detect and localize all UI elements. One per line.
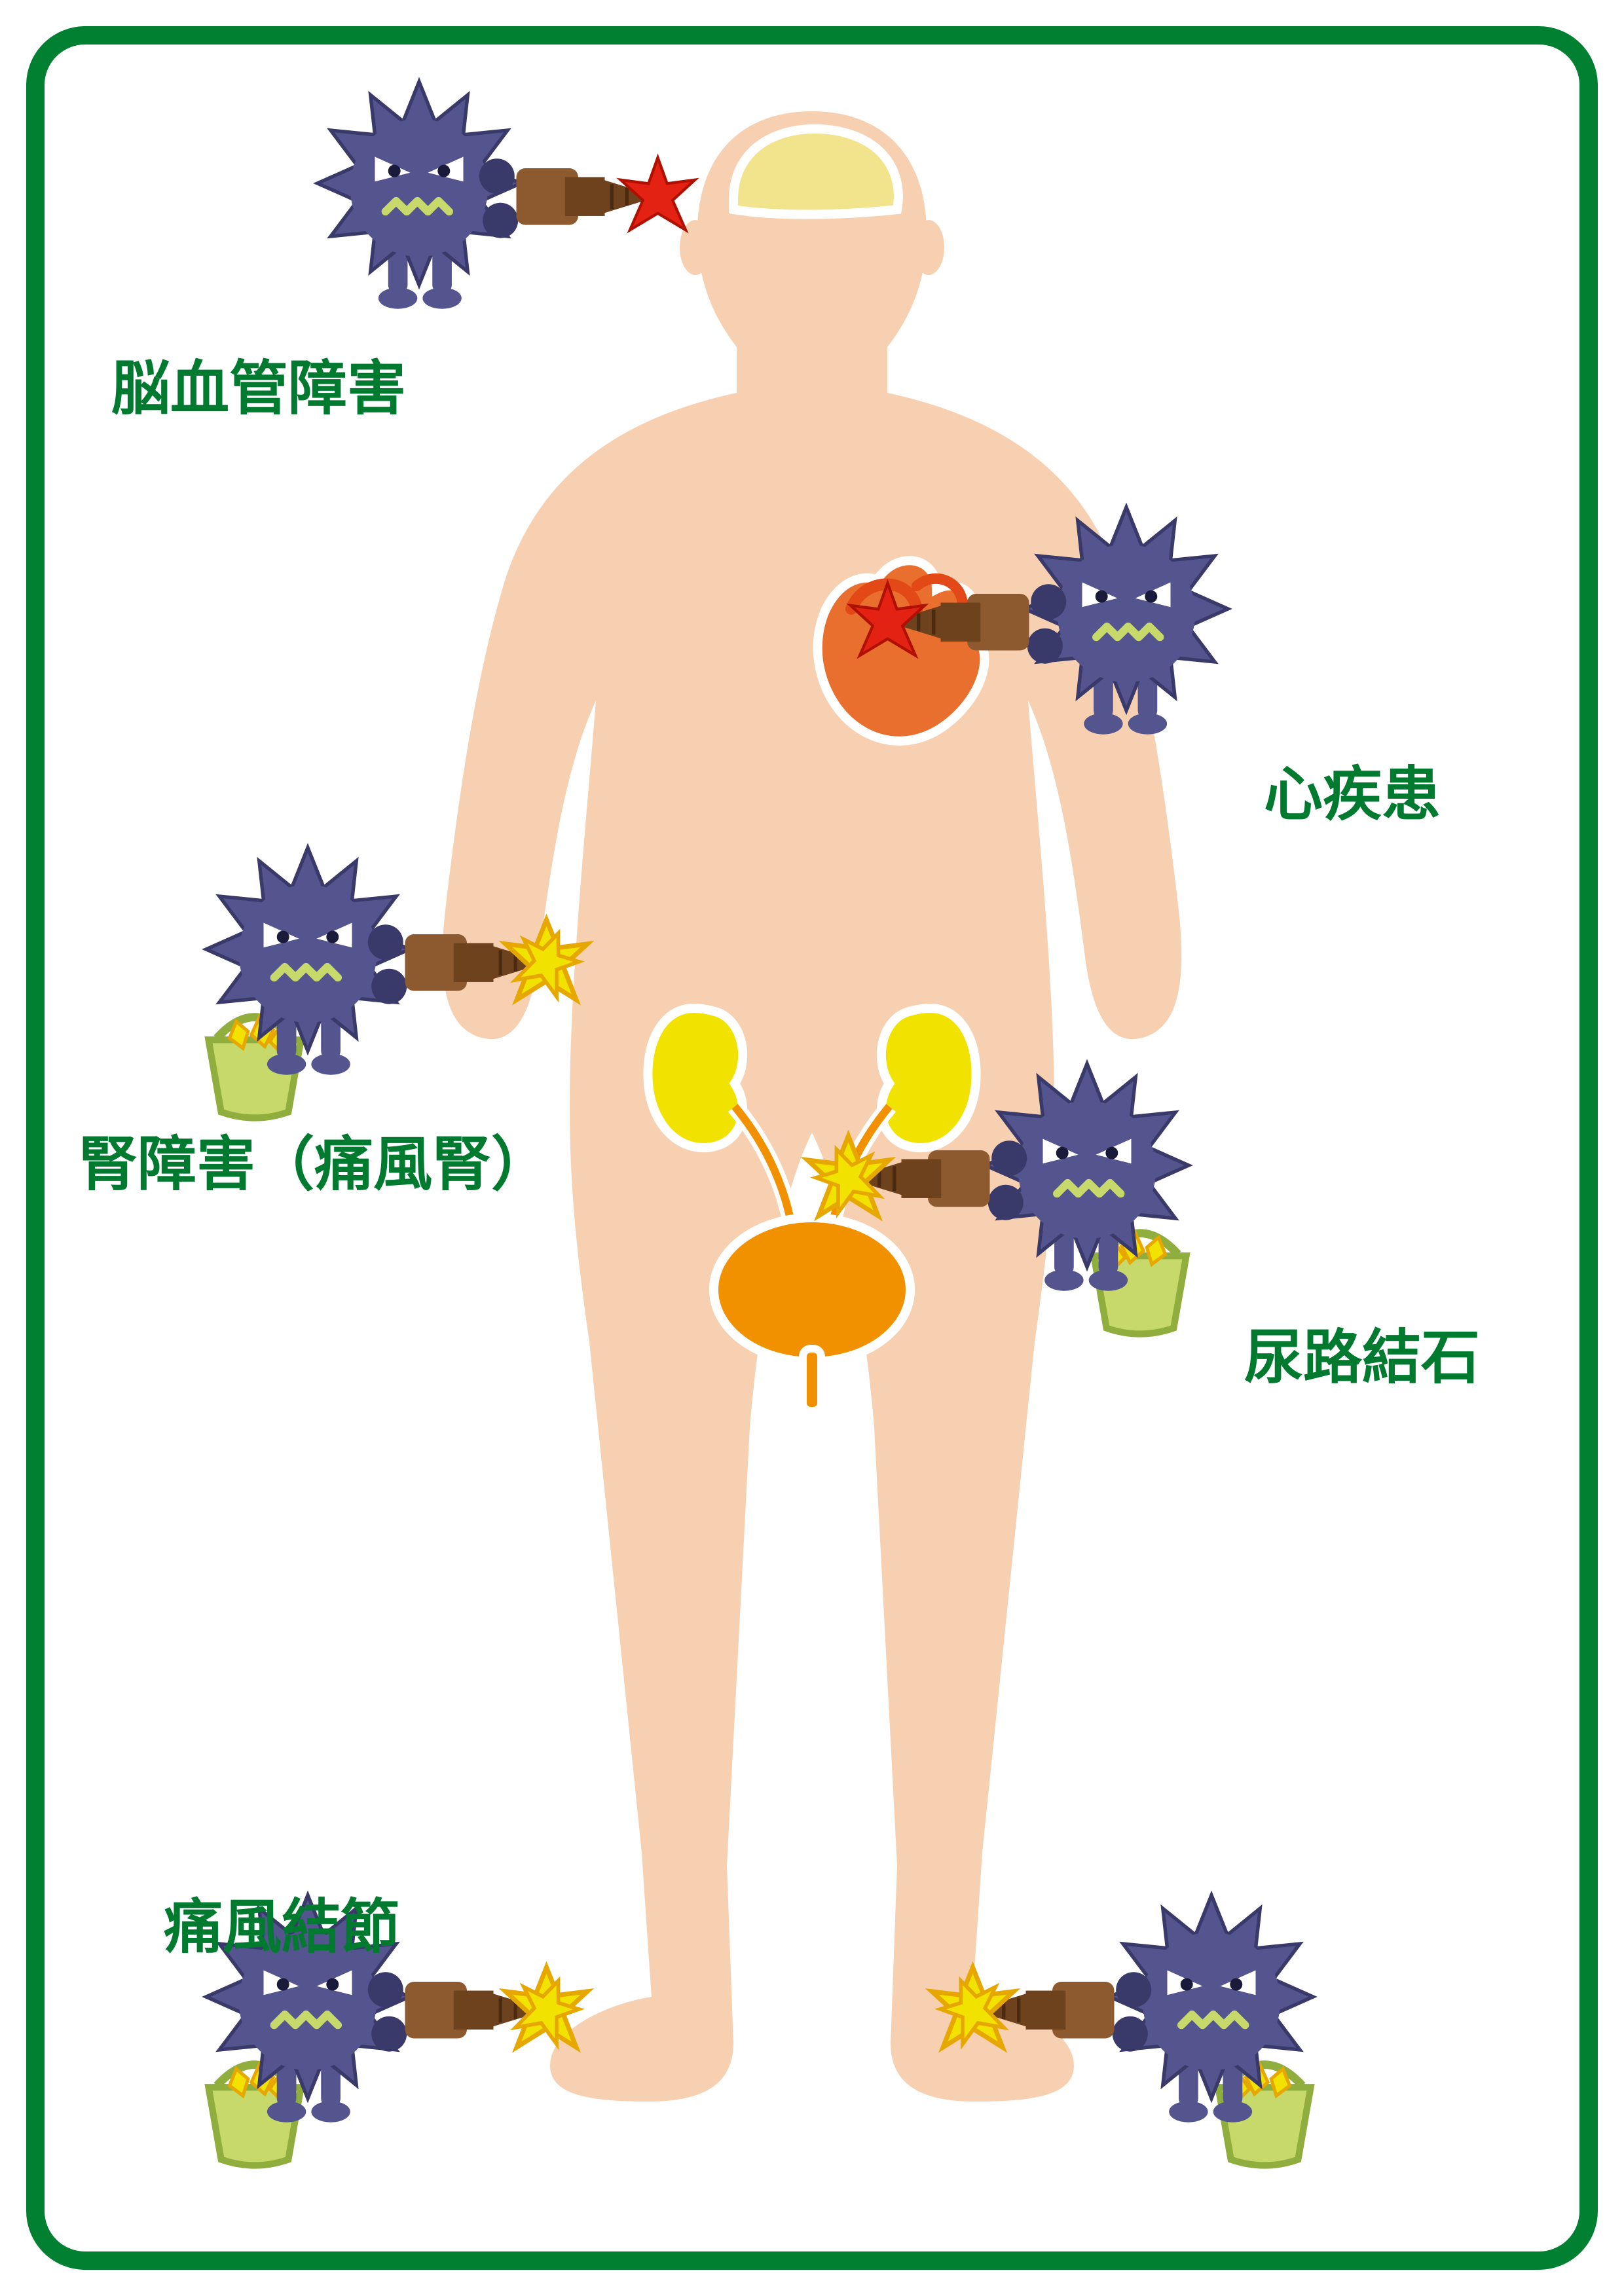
label-urinary: 尿路結石 xyxy=(1244,1309,1480,1394)
organ-brain xyxy=(733,129,898,215)
villain-foot_right xyxy=(932,1895,1313,2166)
label-kidney: 腎障害（痛風腎） xyxy=(79,1116,550,1201)
label-heart: 心疾患 xyxy=(1264,746,1441,831)
label-tophi: 痛風結節 xyxy=(164,1879,399,1964)
label-brain: 脳血管障害 xyxy=(111,340,406,426)
organ-heart xyxy=(818,560,985,741)
villain-brain xyxy=(318,82,695,309)
